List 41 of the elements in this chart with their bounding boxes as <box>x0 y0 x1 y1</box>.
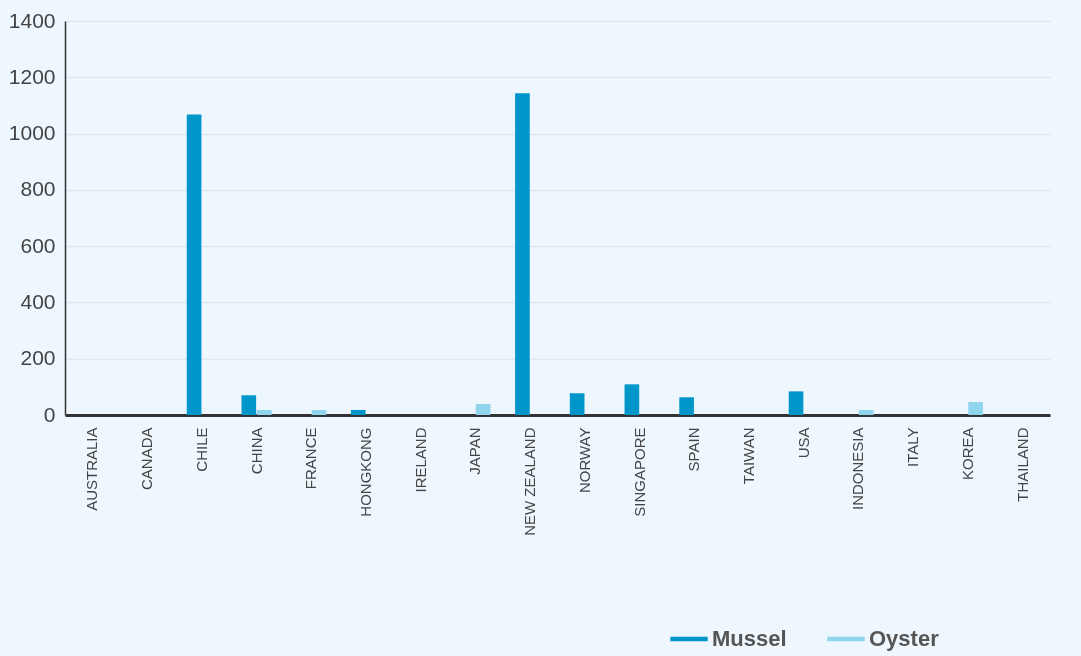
x-tick-label: FRANCE <box>302 427 320 490</box>
bar <box>241 395 257 415</box>
bar <box>624 384 640 415</box>
bar <box>256 409 272 415</box>
x-tick-label: CHILE <box>192 427 210 472</box>
x-tick-label: USA <box>794 427 812 459</box>
x-tick-label: CANADA <box>138 427 156 491</box>
x-tick-label: AUSTRALIA <box>83 427 101 511</box>
x-tick-label: IRELAND <box>411 427 429 493</box>
y-tick-label: 800 <box>20 177 56 201</box>
x-tick-label: TAIWAN <box>740 427 758 485</box>
legend-label: Mussel <box>712 626 787 651</box>
y-tick-label: 200 <box>20 346 56 370</box>
y-tick-label: 400 <box>20 289 56 313</box>
bar <box>679 397 694 415</box>
legend-label: Oyster <box>869 626 940 651</box>
x-tick-label: SINGAPORE <box>630 427 648 517</box>
y-tick-label: 600 <box>20 233 56 257</box>
bar <box>475 404 491 415</box>
bar <box>186 114 202 415</box>
y-tick-label: 0 <box>43 402 56 426</box>
bar <box>515 93 530 415</box>
bar <box>350 409 366 415</box>
x-tick-label: SPAIN <box>685 427 703 472</box>
x-tick-label: THAILAND <box>1013 427 1031 502</box>
bar <box>968 402 983 415</box>
bar <box>569 393 585 415</box>
y-tick-label: 1400 <box>8 8 56 32</box>
x-tick-label: HONGKONG <box>356 427 374 517</box>
bar <box>788 391 804 415</box>
y-tick-label: 1000 <box>8 121 56 145</box>
bar <box>858 409 874 415</box>
bar <box>311 409 327 415</box>
x-tick-label: ITALY <box>904 427 922 467</box>
x-tick-label: CHINA <box>247 427 265 475</box>
x-tick-label: NEW ZEALAND <box>521 427 539 536</box>
x-tick-label: JAPAN <box>466 427 484 475</box>
x-tick-label: INDONESIA <box>849 427 867 511</box>
y-tick-label: 1200 <box>8 64 56 88</box>
x-tick-label: NORWAY <box>575 427 593 494</box>
x-tick-label: KOREA <box>958 427 976 481</box>
